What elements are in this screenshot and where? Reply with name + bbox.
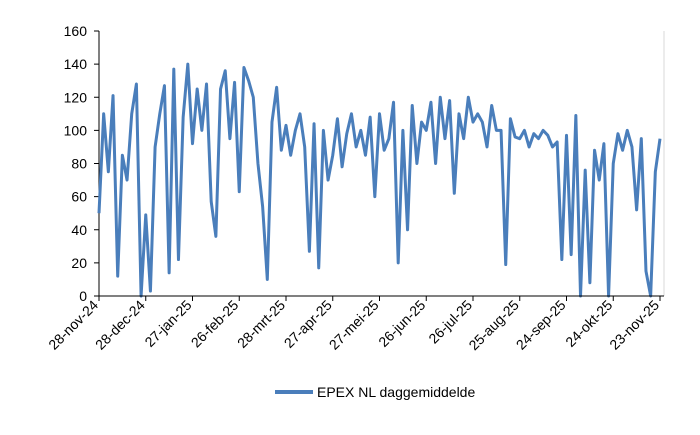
legend-label: EPEX NL daggemiddelde [317, 384, 475, 400]
y-tick-label: 80 [71, 156, 87, 172]
x-tick-label: 27-mei-25 [326, 297, 382, 353]
y-tick-label: 60 [71, 189, 87, 205]
y-tick-label: 160 [64, 23, 88, 39]
x-tick-label: 26-jun-25 [375, 297, 428, 350]
y-tick-label: 100 [64, 122, 88, 138]
x-tick-label: 27-jan-25 [141, 297, 194, 350]
x-tick-label: 24-sep-25 [513, 297, 569, 353]
x-tick-label: 25-aug-25 [465, 297, 522, 354]
x-tick-label: 28-mrt-25 [234, 297, 288, 351]
x-tick-label: 28-nov-24 [45, 297, 101, 353]
x-tick-label: 26-feb-25 [188, 297, 242, 351]
y-tick-label: 140 [64, 56, 88, 72]
y-tick-label: 40 [71, 222, 87, 238]
y-tick-label: 20 [71, 255, 87, 271]
x-tick-label: 28-dec-24 [92, 297, 148, 353]
x-tick-label: 23-nov-25 [606, 297, 662, 353]
y-tick-label: 120 [64, 89, 88, 105]
y-tick-label: 0 [79, 288, 87, 304]
data-line [97, 62, 662, 298]
